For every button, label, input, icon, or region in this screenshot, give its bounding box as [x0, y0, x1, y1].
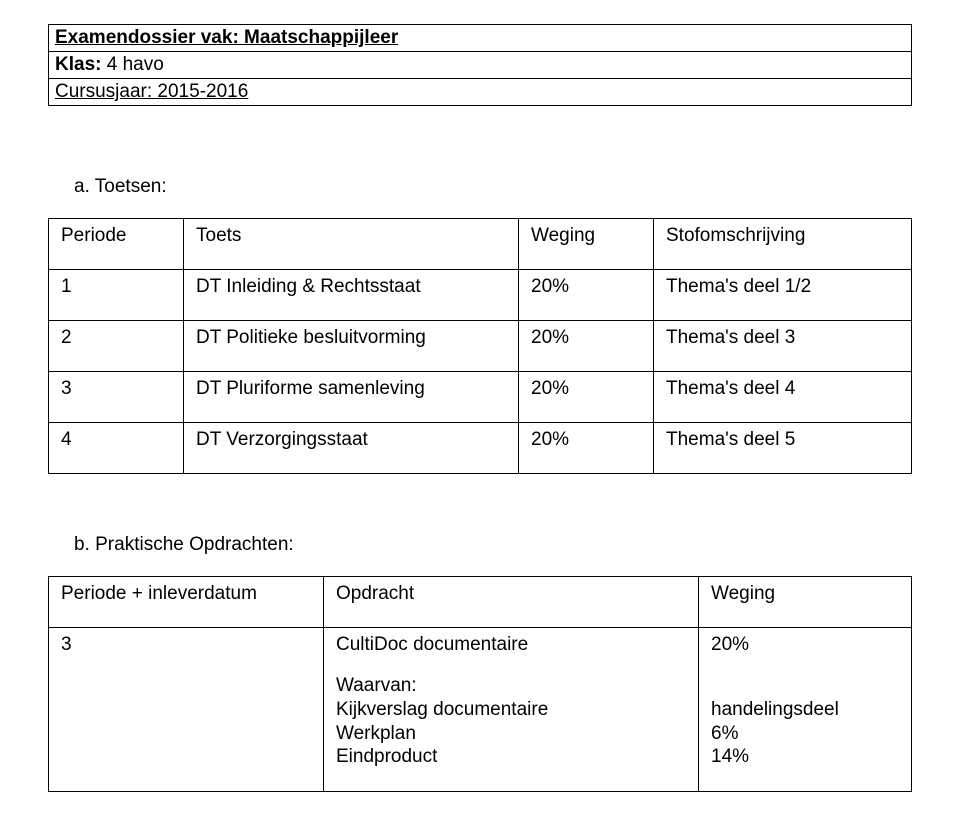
cell-weging: 20% [519, 423, 654, 474]
weging-sublist: handelingsdeel 6% 14% [711, 656, 899, 769]
cell-weging: 20% [519, 321, 654, 372]
weging-main: 20% [711, 634, 899, 656]
col-header-weging-b: Weging [699, 577, 912, 628]
cell-stof: Thema's deel 5 [654, 423, 912, 474]
opdracht-main: CultiDoc documentaire [336, 634, 686, 656]
cell-stof: Thema's deel 1/2 [654, 270, 912, 321]
opdrachten-table: Periode + inleverdatum Opdracht Weging 3… [48, 576, 912, 792]
header-klas-value: 4 havo [101, 54, 163, 75]
col-header-periode-b: Periode + inleverdatum [49, 577, 324, 628]
header-klas-label: Klas: [55, 54, 101, 75]
cell-weging: 20% [519, 372, 654, 423]
opdracht-sub-heading: Waarvan: [336, 674, 686, 698]
opdracht-sublist: Waarvan: Kijkverslag documentaire Werkpl… [336, 656, 686, 769]
table-header-row: Periode + inleverdatum Opdracht Weging [49, 577, 912, 628]
opdracht-sub-item: Eindproduct [336, 745, 686, 769]
cell-opdracht: CultiDoc documentaire Waarvan: Kijkversl… [324, 628, 699, 792]
weging-sub-item: handelingsdeel [711, 698, 899, 722]
col-header-toets: Toets [184, 219, 519, 270]
cell-toets: DT Pluriforme samenleving [184, 372, 519, 423]
cell-periode: 3 [49, 372, 184, 423]
cell-periode: 4 [49, 423, 184, 474]
cell-toets: DT Verzorgingsstaat [184, 423, 519, 474]
cell-stof: Thema's deel 4 [654, 372, 912, 423]
cell-weging: 20% [519, 270, 654, 321]
weging-sub-item: 6% [711, 722, 899, 746]
section-b-label: b. Praktische Opdrachten: [74, 534, 912, 556]
table-row: 4 DT Verzorgingsstaat 20% Thema's deel 5 [49, 423, 912, 474]
weging-sub-spacer [711, 674, 899, 698]
cell-periode: 2 [49, 321, 184, 372]
header-klas-cell: Klas: 4 havo [49, 52, 912, 79]
cell-periode-b: 3 [49, 628, 324, 792]
col-header-periode: Periode [49, 219, 184, 270]
table-row: 3 DT Pluriforme samenleving 20% Thema's … [49, 372, 912, 423]
header-table: Examendossier vak: Maatschappijleer Klas… [48, 24, 912, 106]
col-header-weging: Weging [519, 219, 654, 270]
table-header-row: Periode Toets Weging Stofomschrijving [49, 219, 912, 270]
header-cursusjaar: Cursusjaar: 2015-2016 [55, 81, 248, 102]
table-row: 1 DT Inleiding & Rechtsstaat 20% Thema's… [49, 270, 912, 321]
cell-weging-b: 20% handelingsdeel 6% 14% [699, 628, 912, 792]
weging-sub-item: 14% [711, 745, 899, 769]
table-row: 2 DT Politieke besluitvorming 20% Thema'… [49, 321, 912, 372]
cell-toets: DT Inleiding & Rechtsstaat [184, 270, 519, 321]
opdracht-sub-item: Kijkverslag documentaire [336, 698, 686, 722]
col-header-opdracht: Opdracht [324, 577, 699, 628]
header-title-cell: Examendossier vak: Maatschappijleer [49, 25, 912, 52]
opdracht-sub-item: Werkplan [336, 722, 686, 746]
toetsen-table: Periode Toets Weging Stofomschrijving 1 … [48, 218, 912, 474]
cell-stof: Thema's deel 3 [654, 321, 912, 372]
cell-toets: DT Politieke besluitvorming [184, 321, 519, 372]
cell-periode: 1 [49, 270, 184, 321]
header-cursusjaar-cell: Cursusjaar: 2015-2016 [49, 79, 912, 106]
col-header-stof: Stofomschrijving [654, 219, 912, 270]
page-root: Examendossier vak: Maatschappijleer Klas… [0, 0, 960, 832]
header-title: Examendossier vak: Maatschappijleer [55, 27, 398, 48]
table-row: 3 CultiDoc documentaire Waarvan: Kijkver… [49, 628, 912, 792]
section-a-label: a. Toetsen: [74, 176, 912, 198]
